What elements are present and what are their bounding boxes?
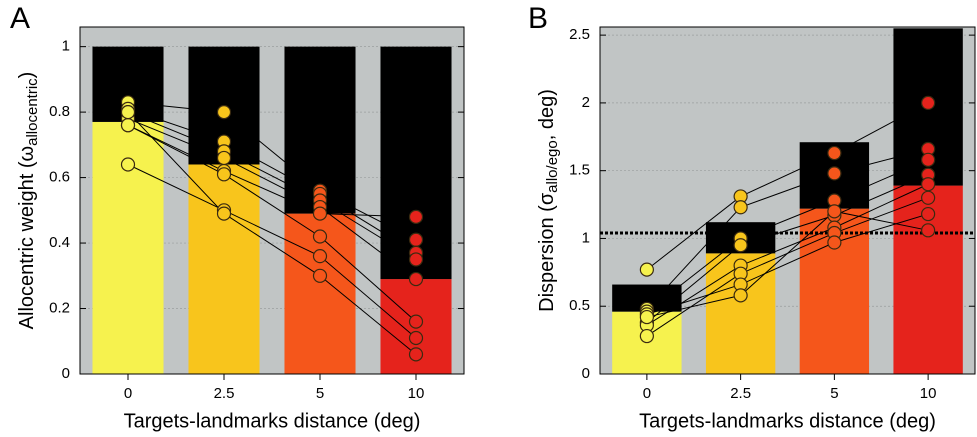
y-tick-label: 0.5 — [569, 297, 590, 314]
subject-line — [127, 124, 417, 218]
subject-line — [646, 210, 929, 318]
subject-point — [921, 223, 936, 238]
y-axis-label-main: Dispersion (σ — [536, 192, 558, 312]
x-tick-label: 5 — [830, 385, 838, 402]
x-axis-label: Targets-landmarks distance (deg) — [124, 410, 421, 432]
subject-point — [733, 238, 748, 253]
y-tick-label: 0.6 — [49, 169, 70, 186]
subject-line — [646, 183, 929, 326]
y-axis-label-sub: allo/ego — [544, 140, 561, 193]
subject-point — [216, 206, 232, 221]
y-tick-label: 2.5 — [569, 26, 590, 43]
y-tick-label: 2 — [582, 94, 590, 111]
y-axis-label-end: ) — [16, 72, 38, 79]
subject-line — [127, 111, 417, 260]
y-axis-label: Dispersion (σallo/ego, deg) — [536, 89, 561, 312]
x-tick-label: 0 — [124, 385, 132, 402]
y-axis-label-sub: allocentric — [24, 78, 41, 146]
subject-point — [733, 288, 748, 303]
subject-line — [646, 159, 929, 313]
panel: 0 0.5 1 1.5 2 2.5 0 2.5 5 10 B Targets-landmarks di… — [528, 2, 976, 432]
y-tick-label: 0.2 — [49, 299, 70, 316]
panel: 00.20.40.60.810 2.5 5 10ATargets-landmarks … — [10, 2, 465, 432]
subject-line — [127, 124, 417, 322]
subject-point — [827, 145, 842, 161]
y-tick-label: 1 — [62, 38, 70, 55]
subject-line — [127, 108, 417, 254]
subject-point — [120, 157, 136, 172]
subject-point — [921, 95, 936, 111]
x-axis-label: Targets-landmarks distance (deg) — [639, 410, 936, 432]
x-tick-label: 5 — [316, 385, 324, 402]
panel-label: A — [10, 2, 30, 35]
subject-point — [408, 271, 424, 287]
subject-point — [312, 206, 328, 221]
y-tick-label: 0.8 — [49, 103, 70, 120]
plot-frame — [599, 26, 976, 375]
subject-point — [639, 262, 654, 277]
x-tick-label: 2.5 — [730, 385, 751, 402]
x-tick-label: 10 — [920, 385, 937, 402]
subject-point — [733, 200, 748, 215]
subject-point — [408, 252, 424, 267]
subject-point — [639, 309, 654, 325]
y-tick-label: 1 — [582, 229, 590, 246]
y-tick-label: 0 — [582, 365, 590, 382]
x-tick-label: 0 — [643, 385, 651, 402]
subject-line — [127, 118, 417, 280]
bar-segment — [188, 164, 260, 374]
subject-point — [312, 268, 328, 283]
y-axis-label-main: Allocentric weight (ω — [16, 146, 38, 329]
subject-point — [120, 118, 136, 133]
subject-point — [216, 105, 232, 120]
subject-point — [312, 229, 328, 244]
subject-point — [921, 206, 936, 222]
subject-point — [216, 167, 232, 182]
panel-label: B — [528, 2, 548, 35]
y-tick-label: 0.4 — [49, 234, 70, 251]
subject-point — [827, 204, 842, 219]
subject-point — [408, 209, 424, 224]
subject-point — [408, 232, 424, 247]
x-tick-label: 10 — [408, 385, 425, 402]
subject-point — [216, 150, 232, 166]
y-tick-label: 0 — [62, 365, 70, 382]
subject-line — [127, 164, 417, 339]
subject-line — [646, 174, 929, 323]
y-axis-label: Allocentric weight (ωallocentric) — [16, 72, 41, 330]
subject-point — [312, 249, 328, 264]
subject-point — [827, 166, 842, 181]
subject-point — [827, 235, 842, 250]
subject-point — [408, 330, 424, 346]
subject-point — [408, 314, 424, 329]
x-tick-label: 2.5 — [214, 385, 235, 402]
subject-point — [921, 177, 936, 192]
subject-point — [639, 328, 654, 344]
subject-point — [921, 152, 936, 167]
subject-line — [127, 111, 417, 355]
subject-point — [120, 105, 136, 120]
subject-point — [921, 190, 936, 205]
subject-line — [646, 148, 929, 310]
subject-line — [646, 102, 929, 271]
subject-line — [646, 213, 929, 315]
y-axis-label-end: , deg) — [536, 89, 558, 140]
y-tick-label: 1.5 — [569, 162, 590, 179]
plot-frame — [79, 26, 465, 375]
subject-point — [408, 347, 424, 362]
